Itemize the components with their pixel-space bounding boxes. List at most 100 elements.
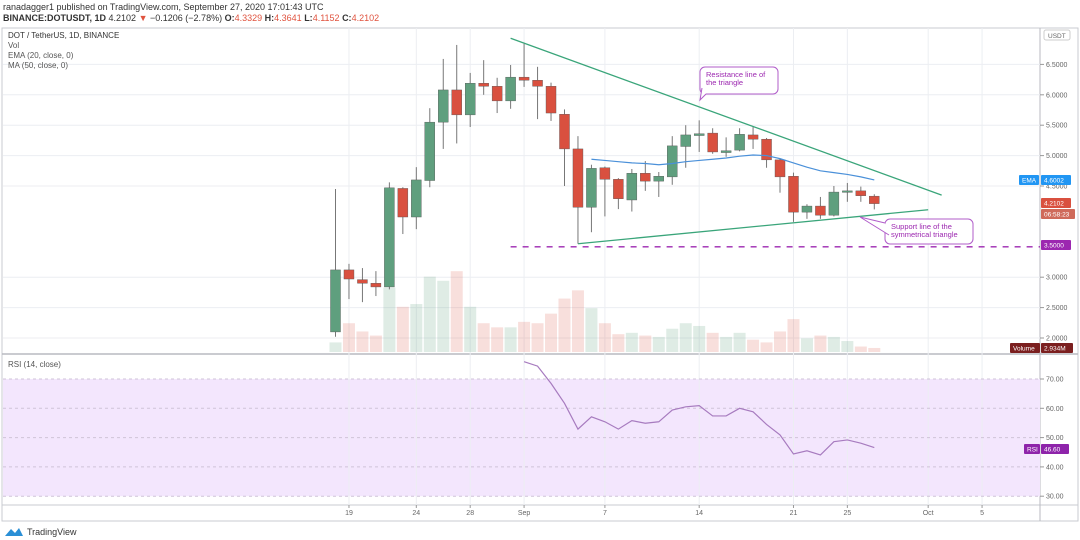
open-value: 4.3329	[234, 13, 263, 23]
legend-rsi[interactable]: RSI (14, close)	[8, 360, 61, 369]
volume-bar	[666, 328, 679, 352]
volume-bar	[800, 338, 813, 352]
rsi-line[interactable]	[523, 361, 875, 456]
volume-bar	[854, 346, 867, 352]
candle-body	[343, 269, 355, 280]
unit-label: USDT	[1048, 33, 1066, 40]
candle[interactable]	[815, 196, 826, 219]
candle[interactable]	[370, 271, 382, 297]
volume-bar	[720, 336, 733, 352]
candle-body	[788, 176, 799, 213]
candle[interactable]	[599, 166, 611, 217]
candle[interactable]	[626, 168, 638, 212]
x-tick-label: Oct	[923, 510, 934, 517]
candle[interactable]	[680, 125, 691, 168]
candle[interactable]	[384, 182, 395, 290]
volume-bar	[814, 335, 827, 352]
tradingview-logo-icon	[5, 528, 23, 536]
open-label: O:	[224, 13, 235, 23]
candle-body	[640, 173, 651, 182]
annotation-text: Resistance line of	[706, 70, 766, 79]
candle[interactable]	[357, 268, 368, 303]
candle[interactable]	[774, 158, 786, 193]
candle-body	[680, 134, 691, 147]
volume-bar	[787, 319, 800, 352]
candle[interactable]	[586, 164, 597, 233]
ema-value: 4.6002	[1044, 178, 1064, 185]
candle[interactable]	[330, 189, 341, 337]
rsi-tick-label: 40.00	[1046, 464, 1064, 471]
candle-body	[720, 150, 732, 153]
legend-ema[interactable]: EMA (20, close, 0)	[8, 51, 74, 60]
candle[interactable]	[788, 172, 799, 222]
volume-bar	[437, 280, 450, 352]
candle[interactable]	[869, 194, 880, 210]
candle[interactable]	[545, 82, 557, 121]
candle[interactable]	[518, 43, 530, 87]
candle[interactable]	[828, 186, 840, 217]
candle-body	[761, 138, 772, 161]
legend-ma[interactable]: MA (50, close, 0)	[8, 61, 69, 70]
tradingview-logo-text: TradingView	[27, 526, 77, 537]
rsi-legend: RSI (14, close)	[8, 360, 61, 370]
candle[interactable]	[667, 136, 678, 185]
candle-body	[842, 190, 853, 193]
volume-bar	[827, 336, 840, 352]
x-tick-label: Sep	[518, 510, 531, 517]
candle[interactable]	[613, 178, 624, 210]
candle[interactable]	[572, 136, 584, 244]
y-tick-label: 2.5000	[1046, 305, 1068, 312]
volume-bar	[531, 323, 544, 352]
legend-title: DOT / TetherUS, 1D, BINANCE	[8, 31, 120, 40]
support-trendline[interactable]	[577, 209, 929, 245]
ema-line[interactable]	[591, 154, 875, 181]
candle[interactable]	[747, 127, 759, 149]
price-value: 4.2102	[1044, 201, 1064, 208]
symbol-name[interactable]: BINANCE:DOTUSDT, 1D	[3, 13, 107, 23]
candle[interactable]	[640, 161, 651, 191]
candle-body	[586, 168, 597, 208]
candle[interactable]	[491, 77, 503, 114]
chart-frame	[1, 27, 1079, 522]
candle[interactable]	[343, 263, 355, 300]
candle[interactable]	[465, 72, 476, 128]
candle[interactable]	[801, 204, 813, 219]
candle[interactable]	[478, 60, 489, 95]
volume-bar	[639, 335, 652, 352]
candle[interactable]	[761, 137, 772, 168]
candle[interactable]	[424, 108, 435, 188]
candle[interactable]	[411, 167, 422, 230]
volume-bar	[410, 304, 423, 352]
candle[interactable]	[855, 186, 867, 202]
candle[interactable]	[532, 66, 543, 120]
candle[interactable]	[505, 65, 516, 109]
candle[interactable]	[842, 182, 853, 202]
legend-vol[interactable]: Vol	[8, 41, 20, 50]
candle[interactable]	[734, 128, 745, 152]
y-tick-label: 6.5000	[1046, 62, 1068, 69]
low-value: 4.1152	[312, 13, 340, 23]
candle[interactable]	[397, 187, 409, 235]
candle[interactable]	[707, 128, 718, 154]
candle[interactable]	[720, 137, 732, 157]
volume-bar	[356, 331, 369, 352]
candle[interactable]	[451, 44, 462, 144]
annotation-pointer	[859, 216, 890, 236]
candle-body	[693, 133, 705, 136]
candle[interactable]	[693, 120, 705, 152]
candle[interactable]	[653, 172, 664, 197]
x-tick-label: 28	[466, 510, 474, 517]
resistance-trendline[interactable]	[510, 37, 942, 196]
candle-body	[397, 188, 409, 218]
volume-bar	[491, 327, 504, 352]
candle[interactable]	[438, 58, 449, 149]
y-tick-label: 3.0000	[1046, 275, 1068, 282]
candle[interactable]	[559, 109, 570, 186]
ema-tag: EMA	[1022, 178, 1037, 185]
volume-bar	[518, 321, 531, 352]
y-tick-label: 2.0000	[1046, 336, 1068, 343]
ema-tag-bg	[1019, 175, 1039, 185]
